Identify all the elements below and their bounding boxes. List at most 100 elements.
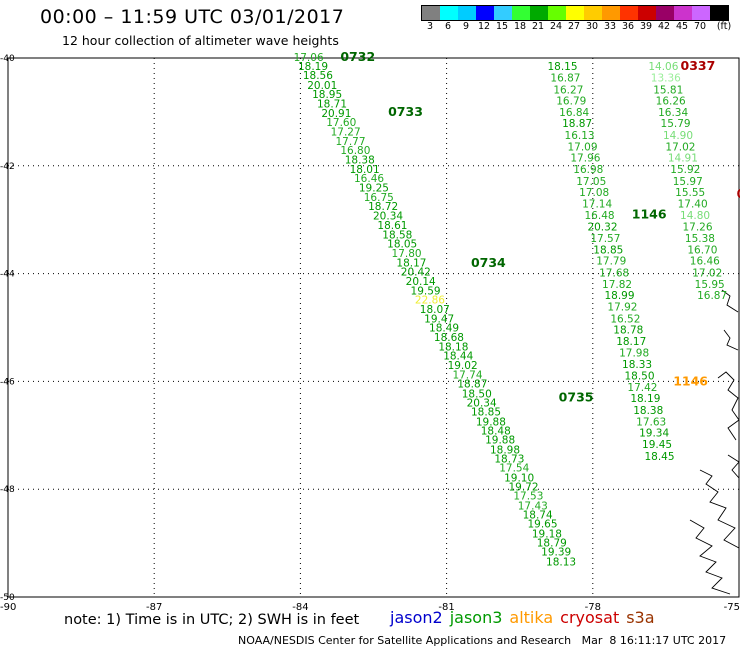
coastline-segment <box>699 469 740 549</box>
wave-height-value: 14.06 <box>648 61 678 73</box>
colorbar-swatch <box>674 6 692 20</box>
wave-height-value: 19.65 <box>527 519 557 531</box>
wave-height-value: 17.08 <box>579 187 609 199</box>
wave-height-value: 18.15 <box>547 61 577 73</box>
y-tick-label: -40 <box>0 54 15 64</box>
wave-height-value: 17.77 <box>335 136 365 148</box>
wave-height-value: 17.14 <box>582 199 612 211</box>
x-tick-label: -87 <box>146 602 162 610</box>
x-tick-label: -90 <box>0 602 16 610</box>
wave-height-value: 16.26 <box>656 96 686 108</box>
coastline-segment <box>727 454 740 479</box>
colorbar-label: 33 <box>603 21 617 32</box>
colorbar-swatch <box>548 6 566 20</box>
wave-height-value: 17.27 <box>331 126 361 138</box>
colorbar-swatch <box>692 6 710 20</box>
legend-entry-cryosat: cryosat <box>560 608 620 627</box>
wave-height-value: 18.87 <box>562 118 592 130</box>
wave-height-value: 15.95 <box>695 279 725 291</box>
wave-height-value: 18.19 <box>630 393 660 405</box>
wave-height-value: 17.92 <box>607 301 637 313</box>
colorbar-swatch <box>512 6 530 20</box>
colorbar-swatch <box>530 6 548 20</box>
wave-height-value: 20.34 <box>373 210 403 222</box>
data-points: 17.0618.1918.5620.0118.9518.7120.9117.60… <box>294 52 728 569</box>
wave-height-value: 20.34 <box>467 397 497 409</box>
colorbar-label: 9 <box>462 21 470 32</box>
wave-height-value: 20.14 <box>406 276 436 288</box>
wave-height-value: 16.87 <box>550 72 580 84</box>
wave-height-value: 20.91 <box>321 108 351 120</box>
x-tick-label: -84 <box>292 602 308 610</box>
wave-height-value: 22.86 <box>415 294 445 306</box>
colorbar-labels: 3 6 9 12 15 18 21 24 27 30 33 36 39 42 45 70 (ft) <box>421 21 739 33</box>
coastline <box>689 289 740 595</box>
wave-height-value: 18.56 <box>303 70 333 82</box>
colorbar-label: 12 <box>477 21 491 32</box>
wave-height-value: 19.18 <box>532 528 562 540</box>
wave-height-value: 19.02 <box>448 360 478 372</box>
wave-height-value: 15.81 <box>653 84 683 96</box>
wave-height-value: 17.26 <box>682 222 712 234</box>
wave-height-value: 17.82 <box>602 279 632 291</box>
wave-height-value: 17.09 <box>567 141 597 153</box>
wave-height-value: 17.68 <box>599 268 629 280</box>
wave-height-value: 18.45 <box>644 451 674 463</box>
wave-height-value: 18.50 <box>624 370 654 382</box>
y-tick-labels: -40 -42 -44 -46 -48 -50 <box>0 54 15 603</box>
pass-time-label: 1146 <box>632 206 667 221</box>
pass-time-label: 1146 <box>673 373 708 388</box>
wave-height-value: 14.91 <box>668 153 698 165</box>
wave-height-value: 18.85 <box>593 244 623 256</box>
wave-height-value: 17.02 <box>665 141 695 153</box>
colorbar-label: 39 <box>639 21 653 32</box>
wave-height-value: 17.40 <box>678 199 708 211</box>
wave-height-value: 17.60 <box>326 117 356 129</box>
colorbar-label: 24 <box>549 21 563 32</box>
colorbar-label: 15 <box>495 21 509 32</box>
wave-height-value: 16.87 <box>697 290 727 302</box>
wave-height-value: 18.44 <box>443 351 473 363</box>
wave-height-value: 18.50 <box>462 388 492 400</box>
wave-height-value: 19.72 <box>508 482 538 494</box>
wave-height-value: 16.79 <box>556 96 586 108</box>
y-tick-label: -46 <box>0 377 15 387</box>
colorbar-label: 45 <box>675 21 689 32</box>
wave-height-value: 16.80 <box>340 145 370 157</box>
wave-height-value: 17.74 <box>452 369 482 381</box>
colorbar <box>421 5 729 21</box>
wave-height-value: 19.47 <box>424 313 454 325</box>
wave-height-value: 15.97 <box>673 176 703 188</box>
colorbar-swatch <box>602 6 620 20</box>
wave-height-value: 17.42 <box>627 382 657 394</box>
colorbar-label: (ft) <box>716 21 732 32</box>
wave-height-value: 19.59 <box>411 285 441 297</box>
colorbar-label: 3 <box>426 21 434 32</box>
wave-height-value: 17.05 <box>576 176 606 188</box>
wave-height-value: 20.42 <box>401 266 431 278</box>
wave-height-value: 18.98 <box>490 444 520 456</box>
colorbar-label: 27 <box>567 21 581 32</box>
wave-height-value: 14.90 <box>663 130 693 142</box>
wave-height-value: 17.98 <box>619 347 649 359</box>
wave-height-value: 18.79 <box>537 538 567 550</box>
colorbar-swatch <box>638 6 656 20</box>
wave-height-value: 19.10 <box>504 472 534 484</box>
time-labels: 0732 0733 0734 0735 1146 0337 0336 1146 <box>340 49 740 405</box>
legend-entry-altika: altika <box>509 608 554 627</box>
x-tick-label: -81 <box>438 602 454 610</box>
wave-height-value: 18.78 <box>613 325 643 337</box>
colorbar-label: 18 <box>513 21 527 32</box>
wave-height-value: 18.05 <box>387 238 417 250</box>
colorbar-swatch <box>566 6 584 20</box>
colorbar-swatch <box>422 6 440 20</box>
colorbar-swatch <box>584 6 602 20</box>
wave-height-value: 16.84 <box>559 107 589 119</box>
wave-height-value: 17.06 <box>294 52 324 64</box>
wave-height-value: 15.38 <box>685 233 715 245</box>
wave-height-value: 18.73 <box>494 453 524 465</box>
wave-height-value: 18.99 <box>604 290 634 302</box>
wave-height-value: 16.75 <box>364 192 394 204</box>
wave-height-value: 19.25 <box>359 182 389 194</box>
y-tick-label: -44 <box>0 270 15 280</box>
